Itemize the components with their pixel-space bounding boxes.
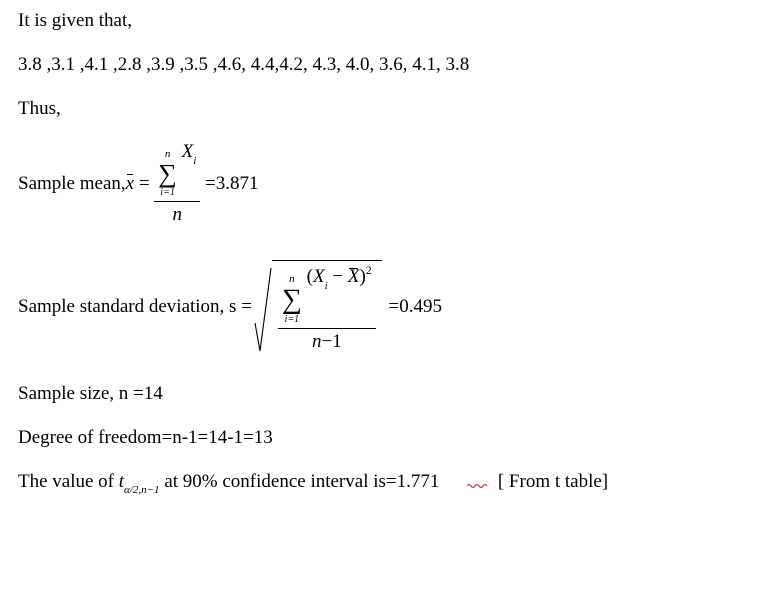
sum-lower: i=1 bbox=[285, 315, 300, 325]
sample-sd-equation: Sample standard deviation, s = n ∑ i=1 (… bbox=[18, 260, 746, 353]
xbar-symbol: X bbox=[348, 267, 360, 286]
line-thus: Thus, bbox=[18, 98, 746, 120]
sigma-symbol: ∑ bbox=[158, 161, 177, 187]
spellcheck-underline-icon bbox=[467, 483, 489, 489]
mean-i: i bbox=[193, 155, 196, 167]
sd-paren-group: (Xi − X)2 bbox=[307, 266, 372, 287]
squared: 2 bbox=[366, 263, 372, 277]
minus-sign: − bbox=[328, 266, 348, 287]
radicand: n ∑ i=1 (Xi − X)2 n−1 bbox=[272, 260, 382, 353]
sd-value: =0.495 bbox=[384, 297, 442, 316]
sd-fraction: n ∑ i=1 (Xi − X)2 n−1 bbox=[278, 265, 376, 351]
square-root-icon: n ∑ i=1 (Xi − X)2 n−1 bbox=[254, 260, 382, 353]
mean-fraction: n ∑ i=1 Xi n bbox=[154, 142, 200, 224]
mean-denominator: n bbox=[169, 202, 187, 224]
sd-numerator: n ∑ i=1 (Xi − X)2 bbox=[278, 265, 376, 329]
document-page: It is given that, 3.8 ,3.1 ,4.1 ,2.8 ,3.… bbox=[0, 0, 764, 525]
sample-mean-equation: Sample mean, x = n ∑ i=1 Xi n =3.871 bbox=[18, 142, 746, 224]
mean-numerator: n ∑ i=1 Xi bbox=[154, 142, 200, 202]
t-value-line: The value of tα/2,n−1 at 90% confidence … bbox=[18, 471, 746, 493]
spacer bbox=[444, 471, 458, 492]
degree-of-freedom-line: Degree of freedom=n-1=14-1=13 bbox=[18, 427, 746, 449]
mean-value: =3.871 bbox=[200, 174, 258, 193]
t-subscript: α/2,n−1 bbox=[124, 484, 160, 496]
tvalue-mid: at 90% confidence interval is=1.771 bbox=[164, 471, 439, 492]
mean-X: X bbox=[182, 141, 194, 162]
equals-sign: = bbox=[134, 174, 154, 193]
sd-label: Sample standard deviation, s = bbox=[18, 297, 252, 316]
tvalue-post: [ From t table] bbox=[498, 471, 608, 492]
summation-icon: n ∑ i=1 bbox=[282, 274, 302, 325]
sd-i: i bbox=[325, 280, 328, 292]
sample-size-line: Sample size, n =14 bbox=[18, 383, 746, 405]
t-statistic-symbol: tα/2,n−1 bbox=[119, 471, 160, 493]
sum-lower: i=1 bbox=[160, 188, 175, 198]
summation-icon: n ∑ i=1 bbox=[158, 149, 177, 198]
line-data-values: 3.8 ,3.1 ,4.1 ,2.8 ,3.9 ,3.5 ,4.6, 4.4,4… bbox=[18, 54, 746, 76]
xbar-X: X bbox=[348, 266, 360, 287]
xbar-symbol: x bbox=[126, 174, 134, 193]
line-given: It is given that, bbox=[18, 10, 746, 32]
sd-denominator: n−1 bbox=[308, 329, 346, 351]
sd-Xi: X bbox=[313, 266, 325, 287]
tvalue-pre: The value of bbox=[18, 471, 119, 492]
mean-label: Sample mean, bbox=[18, 174, 126, 193]
xbar-x: x bbox=[126, 173, 134, 194]
radical-surd bbox=[254, 260, 272, 353]
sigma-symbol: ∑ bbox=[282, 286, 302, 314]
